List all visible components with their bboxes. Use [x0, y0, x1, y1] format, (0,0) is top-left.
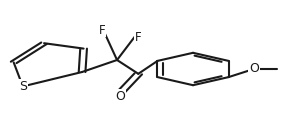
Text: F: F: [135, 31, 142, 44]
Text: O: O: [115, 90, 125, 103]
Text: O: O: [249, 63, 259, 75]
Text: S: S: [19, 80, 27, 93]
Text: F: F: [98, 24, 105, 36]
